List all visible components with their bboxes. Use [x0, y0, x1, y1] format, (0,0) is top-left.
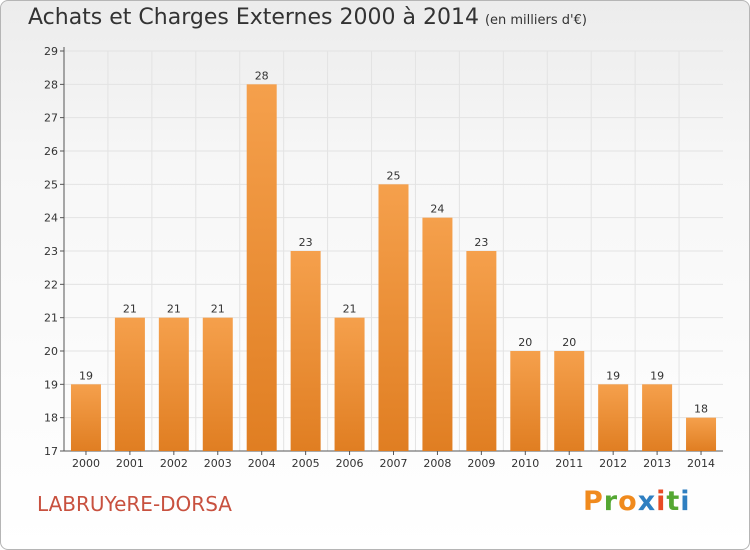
x-tick-label: 2008 — [423, 457, 451, 470]
x-tick-label: 2011 — [555, 457, 583, 470]
data-label: 18 — [694, 403, 708, 416]
bar-2010 — [510, 351, 541, 451]
y-tick-label: 27 — [44, 112, 58, 125]
bar-2002 — [158, 317, 189, 451]
chart-title-text: Achats et Charges Externes 2000 à 2014 — [28, 5, 479, 30]
data-label: 21 — [343, 303, 357, 316]
y-tick-label: 22 — [44, 278, 58, 291]
data-label: 24 — [430, 203, 444, 216]
bar-2012 — [598, 384, 629, 451]
commune-name: LABRUYeRE-DORSA — [37, 492, 232, 516]
y-tick-label: 20 — [44, 345, 58, 358]
bar-2013 — [642, 384, 673, 451]
x-tick-label: 2002 — [160, 457, 188, 470]
x-tick-label: 2006 — [336, 457, 364, 470]
x-tick-label: 2003 — [204, 457, 232, 470]
x-tick-label: 2014 — [687, 457, 715, 470]
data-label: 28 — [255, 69, 269, 82]
x-tick-label: 2009 — [467, 457, 495, 470]
data-label: 21 — [167, 303, 181, 316]
logo-letter: x — [637, 486, 657, 517]
logo-letter: r — [603, 486, 619, 517]
bar-2006 — [334, 317, 365, 451]
bar-2003 — [202, 317, 233, 451]
logo-letter: P — [583, 486, 604, 517]
y-tick-label: 18 — [44, 412, 58, 425]
y-tick-label: 23 — [44, 245, 58, 258]
bar-2005 — [290, 251, 321, 451]
y-tick-label: 24 — [44, 212, 58, 225]
data-label: 21 — [123, 303, 137, 316]
data-label: 19 — [79, 369, 93, 382]
y-tick-label: 21 — [44, 312, 58, 325]
y-tick-label: 28 — [44, 78, 58, 91]
y-tick-label: 29 — [44, 45, 58, 58]
data-label: 23 — [474, 236, 488, 249]
y-tick-label: 26 — [44, 145, 58, 158]
chart-title: Achats et Charges Externes 2000 à 2014 (e… — [28, 5, 587, 30]
logo-letter: o — [618, 486, 638, 517]
chart-subtitle: (en milliers d'€) — [484, 13, 587, 28]
bar-2000 — [70, 384, 101, 451]
data-label: 21 — [211, 303, 225, 316]
x-tick-label: 2012 — [599, 457, 627, 470]
bars — [70, 84, 717, 452]
data-label: 20 — [562, 336, 576, 349]
x-tick-label: 2001 — [116, 457, 144, 470]
x-tick-label: 2004 — [248, 457, 276, 470]
x-tick-label: 2005 — [292, 457, 320, 470]
logo-letter: i — [656, 486, 667, 517]
y-tick-label: 17 — [44, 445, 58, 458]
data-label: 19 — [650, 369, 664, 382]
bar-2008 — [422, 217, 453, 451]
bar-2011 — [554, 351, 585, 451]
y-tick-label: 25 — [44, 178, 58, 191]
x-tick-label: 2000 — [72, 457, 100, 470]
x-tick-label: 2007 — [380, 457, 408, 470]
y-tick-label: 19 — [44, 378, 58, 391]
x-tick-label: 2013 — [643, 457, 671, 470]
data-label: 23 — [299, 236, 313, 249]
bar-2014 — [686, 417, 717, 451]
bar-2007 — [378, 184, 409, 452]
data-label: 20 — [518, 336, 532, 349]
data-label: 25 — [387, 169, 401, 182]
data-label: 19 — [606, 369, 620, 382]
proxiti-logo: Proxiti — [583, 486, 691, 517]
bar-2004 — [246, 84, 277, 451]
bar-2001 — [114, 317, 145, 451]
x-tick-label: 2010 — [511, 457, 539, 470]
logo-letter: t — [666, 486, 681, 517]
logo-letter: i — [680, 486, 691, 517]
data-labels: 19 21 21 21 28 23 21 25 24 23 20 20 19 19 18 — [79, 69, 708, 415]
bar-2009 — [466, 251, 497, 451]
